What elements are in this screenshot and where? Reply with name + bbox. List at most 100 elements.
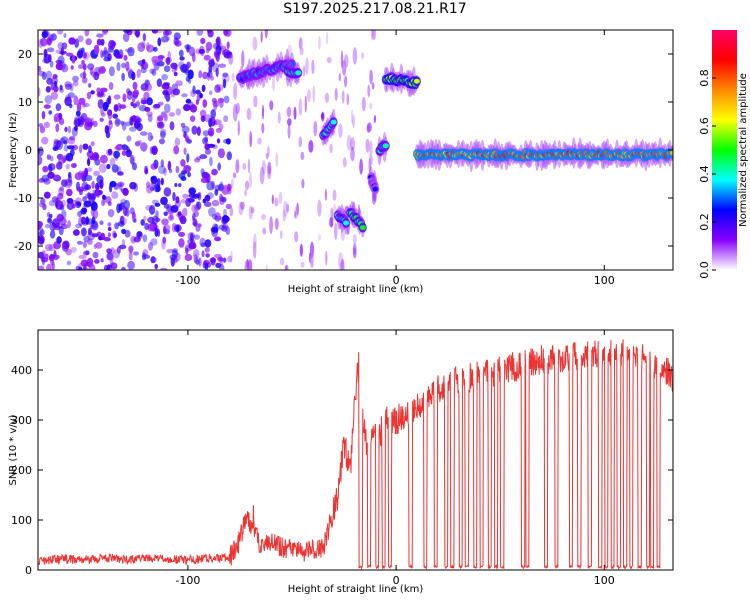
spectrogram-noise-cell [56, 161, 63, 170]
spectrogram-noise-cell [42, 58, 47, 64]
spectrogram-noise-cell [293, 106, 297, 120]
spectrogram-noise-cell [81, 267, 89, 270]
spectrogram-noise-cell [142, 234, 148, 243]
spectrogram-noise-cell [123, 30, 131, 34]
spectrogram-noise-cell [369, 140, 373, 158]
spectrogram-noise-cell [252, 36, 258, 51]
spectrogram-noise-cell [120, 120, 125, 126]
spectrogram-noise-cell [142, 254, 151, 259]
spectrogram-noise-cell [235, 159, 240, 174]
snr-ytick-label: 200 [11, 464, 32, 477]
spectrogram-noise-cell [38, 265, 45, 270]
spectrogram-noise-cell [152, 46, 158, 52]
spectrogram-noise-cell [204, 173, 208, 179]
spectrogram-noise-cell [55, 62, 63, 71]
spectrogram-noise-cell [352, 114, 355, 129]
spectrogram-noise-cell [175, 165, 180, 174]
spectrogram-noise-cell [169, 210, 174, 220]
snr-xlabel: Height of straight line (km) [288, 584, 424, 595]
spectrogram-noise-cell [152, 104, 160, 110]
spectrogram-noise-cell [202, 130, 210, 137]
spectrogram-noise-cell [75, 201, 82, 209]
spectrogram-noise-cell [108, 119, 113, 125]
spectrogram-noise-cell [56, 236, 62, 244]
spectrogram-noise-cell [118, 244, 127, 250]
spectrogram-noise-cell [43, 191, 51, 199]
spectrogram-xtick-label: -100 [175, 274, 200, 287]
spectrogram-noise-cell [67, 220, 71, 229]
spectrogram-noise-cell [106, 248, 112, 254]
spectrogram-noise-cell [185, 98, 192, 104]
spectrogram-signal-cell [382, 143, 389, 149]
spectrogram-noise-cell [231, 72, 235, 82]
spectrogram-signal-cell [670, 150, 673, 156]
spectrogram-noise-cell [96, 38, 102, 46]
spectrogram-noise-cell [192, 52, 196, 63]
spectrogram-noise-cell [153, 62, 160, 71]
spectrogram-noise-cell [282, 209, 286, 222]
spectrogram-noise-cell [94, 259, 100, 264]
spectrogram-noise-cell [83, 102, 90, 108]
spectrogram-noise-cell [65, 248, 72, 256]
spectrogram-noise-cell [162, 236, 166, 244]
spectrogram-noise-cell [45, 86, 51, 93]
spectrogram-noise-cell [350, 137, 356, 151]
spectrogram-noise-cell [168, 214, 174, 221]
spectrogram-noise-cell [132, 162, 137, 171]
spectrogram-noise-cell [160, 159, 164, 168]
spectrogram-noise-cell [160, 36, 169, 43]
spectrogram-noise-cell [153, 183, 161, 193]
spectrogram-noise-cell [110, 255, 115, 261]
spectrogram-noise-cell [106, 163, 111, 170]
spectrogram-noise-cell [107, 222, 112, 227]
spectrogram-noise-cell [46, 154, 52, 160]
spectrogram-signal-cell [413, 78, 420, 84]
spectrogram-noise-cell [65, 83, 72, 90]
spectrogram-noise-cell [115, 144, 123, 151]
spectrogram-noise-cell [42, 165, 49, 173]
spectrogram-noise-cell [133, 89, 140, 97]
spectrogram-noise-cell [73, 80, 79, 87]
spectrogram-noise-cell [87, 157, 91, 167]
spectrogram-noise-cell [66, 197, 74, 204]
spectrogram-noise-cell [61, 42, 68, 50]
spectrogram-noise-cell [66, 260, 72, 266]
snr-ytick-label: 100 [11, 514, 32, 527]
spectrogram-noise-cell [174, 183, 178, 187]
spectrogram-noise-cell [195, 259, 200, 266]
spectrogram-noise-cell [43, 104, 51, 109]
spectrogram-noise-cell [283, 200, 288, 218]
colorbar-tick-label: 0.0 [698, 261, 711, 279]
spectrogram-noise-cell [210, 257, 216, 266]
spectrogram-noise-cell [162, 89, 169, 96]
spectrogram-noise-cell [244, 189, 247, 197]
spectrogram-noise-cell [100, 112, 106, 117]
spectrogram-signal-cell [343, 220, 350, 226]
spectrogram-noise-cell [180, 159, 186, 167]
spectrogram-noise-cell [116, 246, 121, 254]
spectrogram-noise-cell [250, 207, 255, 214]
spectrogram-noise-cell [171, 250, 178, 259]
spectrogram-noise-cell [208, 207, 216, 217]
snr-frame [37, 329, 674, 571]
spectrogram-noise-cell [215, 67, 219, 78]
spectrogram-noise-cell [321, 111, 325, 122]
spectrogram-noise-cell [85, 250, 90, 256]
spectrogram-noise-cell [106, 252, 114, 261]
spectrogram-noise-cell [161, 218, 169, 226]
spectrogram-noise-cell [131, 95, 136, 103]
spectrogram-noise-cell [140, 142, 148, 152]
spectrogram-noise-cell [94, 154, 99, 159]
spectrogram-noise-cell [59, 84, 63, 91]
spectrogram-noise-cell [218, 63, 227, 68]
spectrogram-noise-cell [62, 244, 67, 250]
spectrogram-noise-cell [77, 64, 85, 69]
spectrogram-noise-cell [346, 93, 349, 106]
spectrogram-noise-cell [310, 254, 314, 269]
spectrogram-noise-cell [80, 216, 87, 225]
spectrogram-noise-cell [117, 171, 124, 176]
spectrogram-noise-cell [138, 139, 143, 144]
spectrogram-noise-cell [338, 252, 344, 270]
spectrogram-noise-cell [183, 147, 187, 155]
